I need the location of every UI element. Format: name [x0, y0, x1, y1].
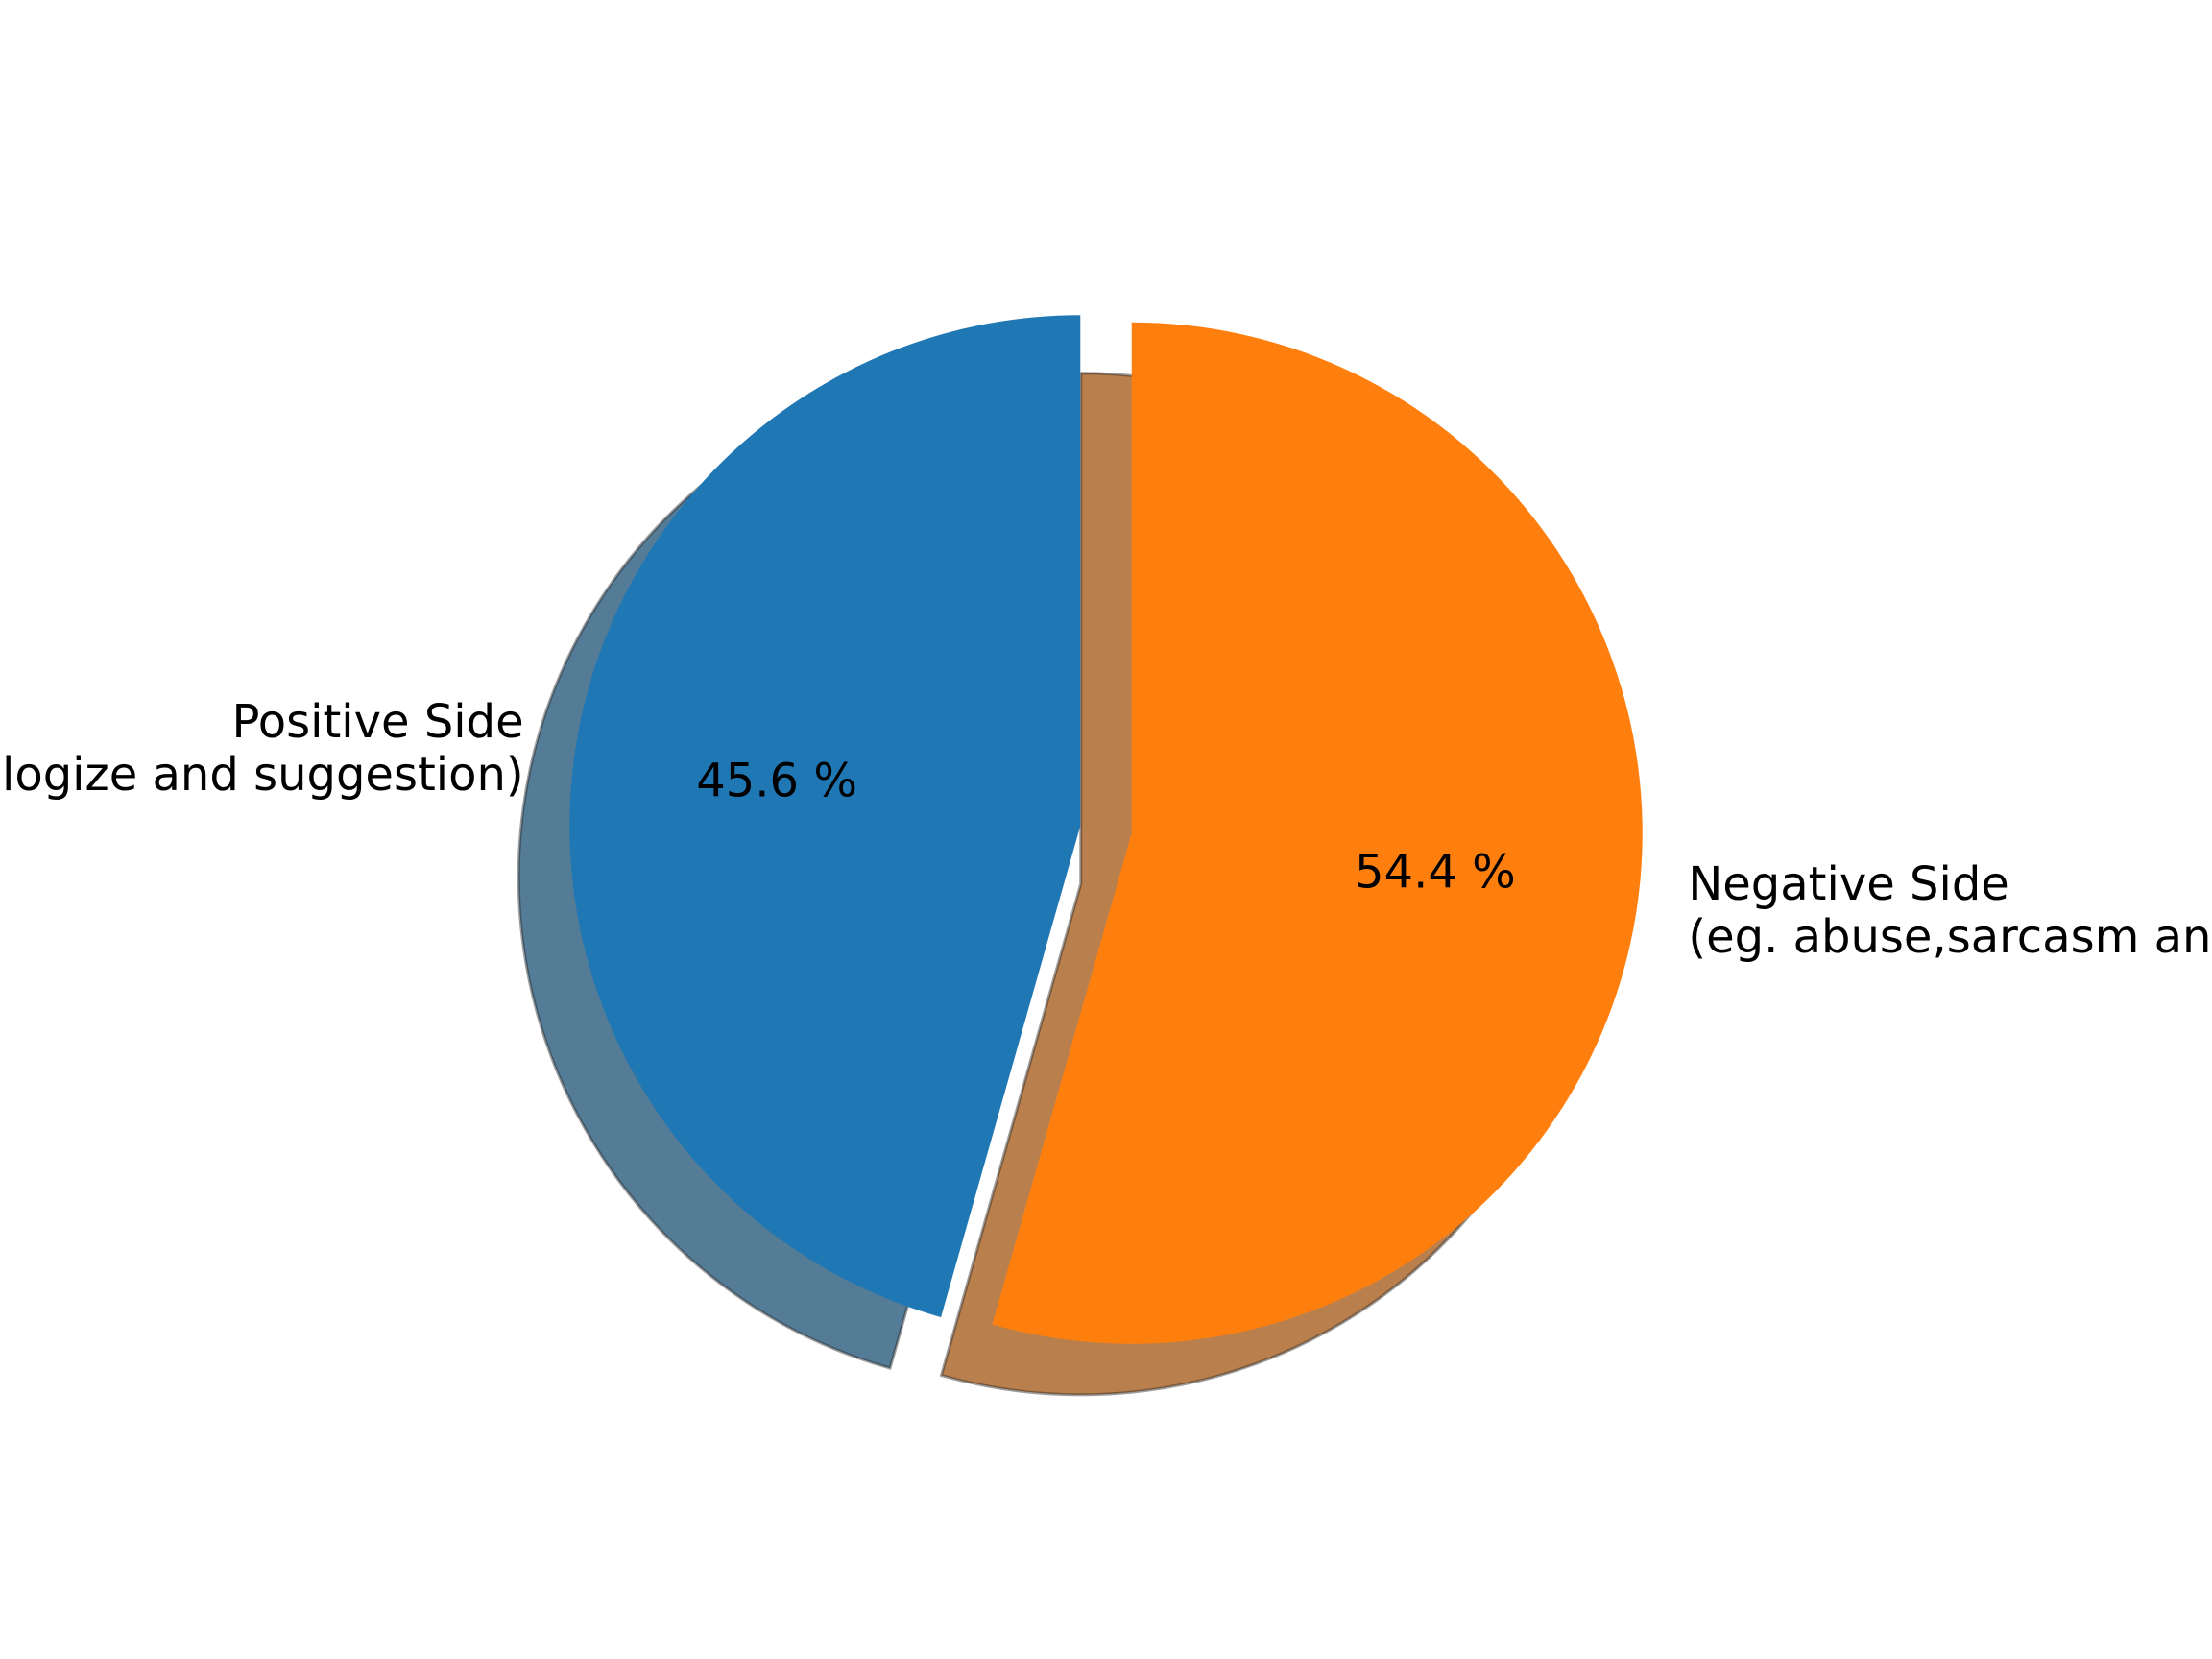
slice-label-line-1-1: (eg. abuse,sarcasm and: [1688, 910, 2212, 964]
slice-label-line-0-1: (eg. apologize and suggestion): [0, 748, 524, 802]
pie-slice-1: [992, 322, 1643, 1344]
slice-percent-label-1: 54.4 %: [1355, 846, 1516, 900]
slice-label-0: Positive Side(eg. apologize and suggesti…: [0, 695, 524, 802]
slice-label-line-0-0: Positive Side: [232, 695, 524, 749]
slice-labels: 45.6 % Positive Side(eg. apologize and su…: [0, 695, 2212, 964]
slice-percent-label-0: 45.6 %: [696, 754, 857, 807]
slice-label-line-1-0: Negative Side: [1688, 857, 2008, 911]
pie-slices: [569, 315, 1643, 1344]
slice-label-1: Negative Side (eg. abuse,sarcasm and: [1688, 857, 2212, 964]
pie-slice-0: [569, 315, 1081, 1318]
